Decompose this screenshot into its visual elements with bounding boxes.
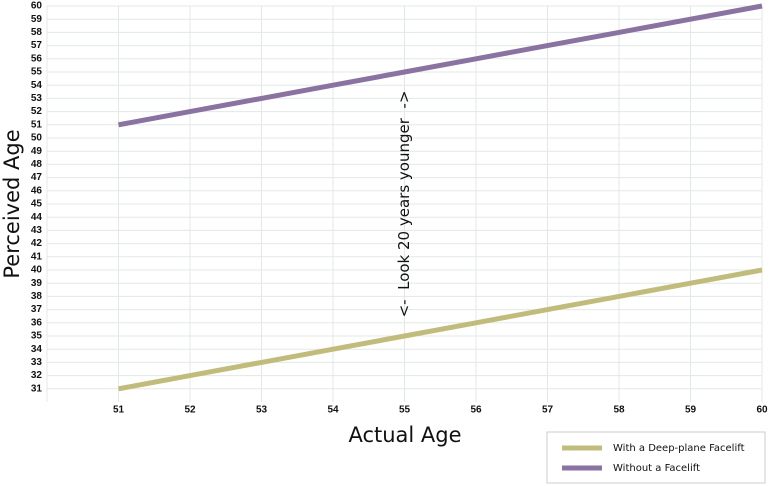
y-tick-label: 59 — [31, 14, 43, 25]
x-tick-label: 58 — [613, 405, 625, 416]
x-tick-label: 51 — [113, 405, 125, 416]
y-tick-label: 60 — [31, 1, 43, 12]
x-tick-label: 57 — [542, 405, 554, 416]
y-tick-label: 45 — [31, 199, 43, 210]
x-tick-label: 55 — [399, 405, 411, 416]
x-tick-label: 60 — [756, 405, 768, 416]
y-axis-label: Perceived Age — [0, 129, 24, 278]
legend-box — [546, 431, 766, 484]
legend-label: Without a Facelift — [613, 463, 700, 474]
annotation: <- Look 20 years younger -> — [395, 91, 413, 318]
y-tick-label: 33 — [31, 357, 43, 368]
y-tick-label: 31 — [31, 383, 43, 394]
y-tick-label: 49 — [31, 146, 43, 157]
y-tick-label: 47 — [31, 172, 43, 183]
legend-label: With a Deep-plane Facelift — [613, 443, 745, 454]
series-line — [118, 267, 763, 392]
y-tick-label: 51 — [31, 119, 43, 130]
y-tick-label: 41 — [31, 251, 43, 262]
y-tick-label: 58 — [31, 27, 43, 38]
y-tick-label: 34 — [31, 344, 43, 355]
x-tick-label: 52 — [184, 405, 196, 416]
y-tick-label: 32 — [31, 370, 43, 381]
series-line — [118, 3, 763, 128]
x-tick-label: 54 — [327, 405, 339, 416]
y-tick-label: 48 — [31, 159, 43, 170]
y-tick-label: 42 — [31, 238, 43, 249]
y-tick-label: 55 — [31, 67, 43, 78]
y-tick-label: 56 — [31, 53, 43, 64]
x-tick-label: 59 — [685, 405, 697, 416]
y-tick-label: 44 — [31, 212, 43, 223]
x-tick-label: 53 — [256, 405, 268, 416]
y-tick-label: 36 — [31, 317, 43, 328]
x-tick-label: 56 — [470, 405, 482, 416]
y-tick-label: 57 — [31, 40, 43, 51]
y-tick-label: 39 — [31, 278, 43, 289]
grid — [46, 5, 763, 402]
y-tick-label: 38 — [31, 291, 43, 302]
y-tick-label: 46 — [31, 185, 43, 196]
y-tick-label: 43 — [31, 225, 43, 236]
y-tick-label: 40 — [31, 265, 43, 276]
y-tick-label: 52 — [31, 106, 43, 117]
y-tick-label: 54 — [31, 80, 43, 91]
y-tick-label: 53 — [31, 93, 43, 104]
y-tick-label: 35 — [31, 331, 43, 342]
y-tick-label: 50 — [31, 133, 43, 144]
x-axis-label: Actual Age — [348, 423, 461, 447]
y-tick-label: 37 — [31, 304, 43, 315]
